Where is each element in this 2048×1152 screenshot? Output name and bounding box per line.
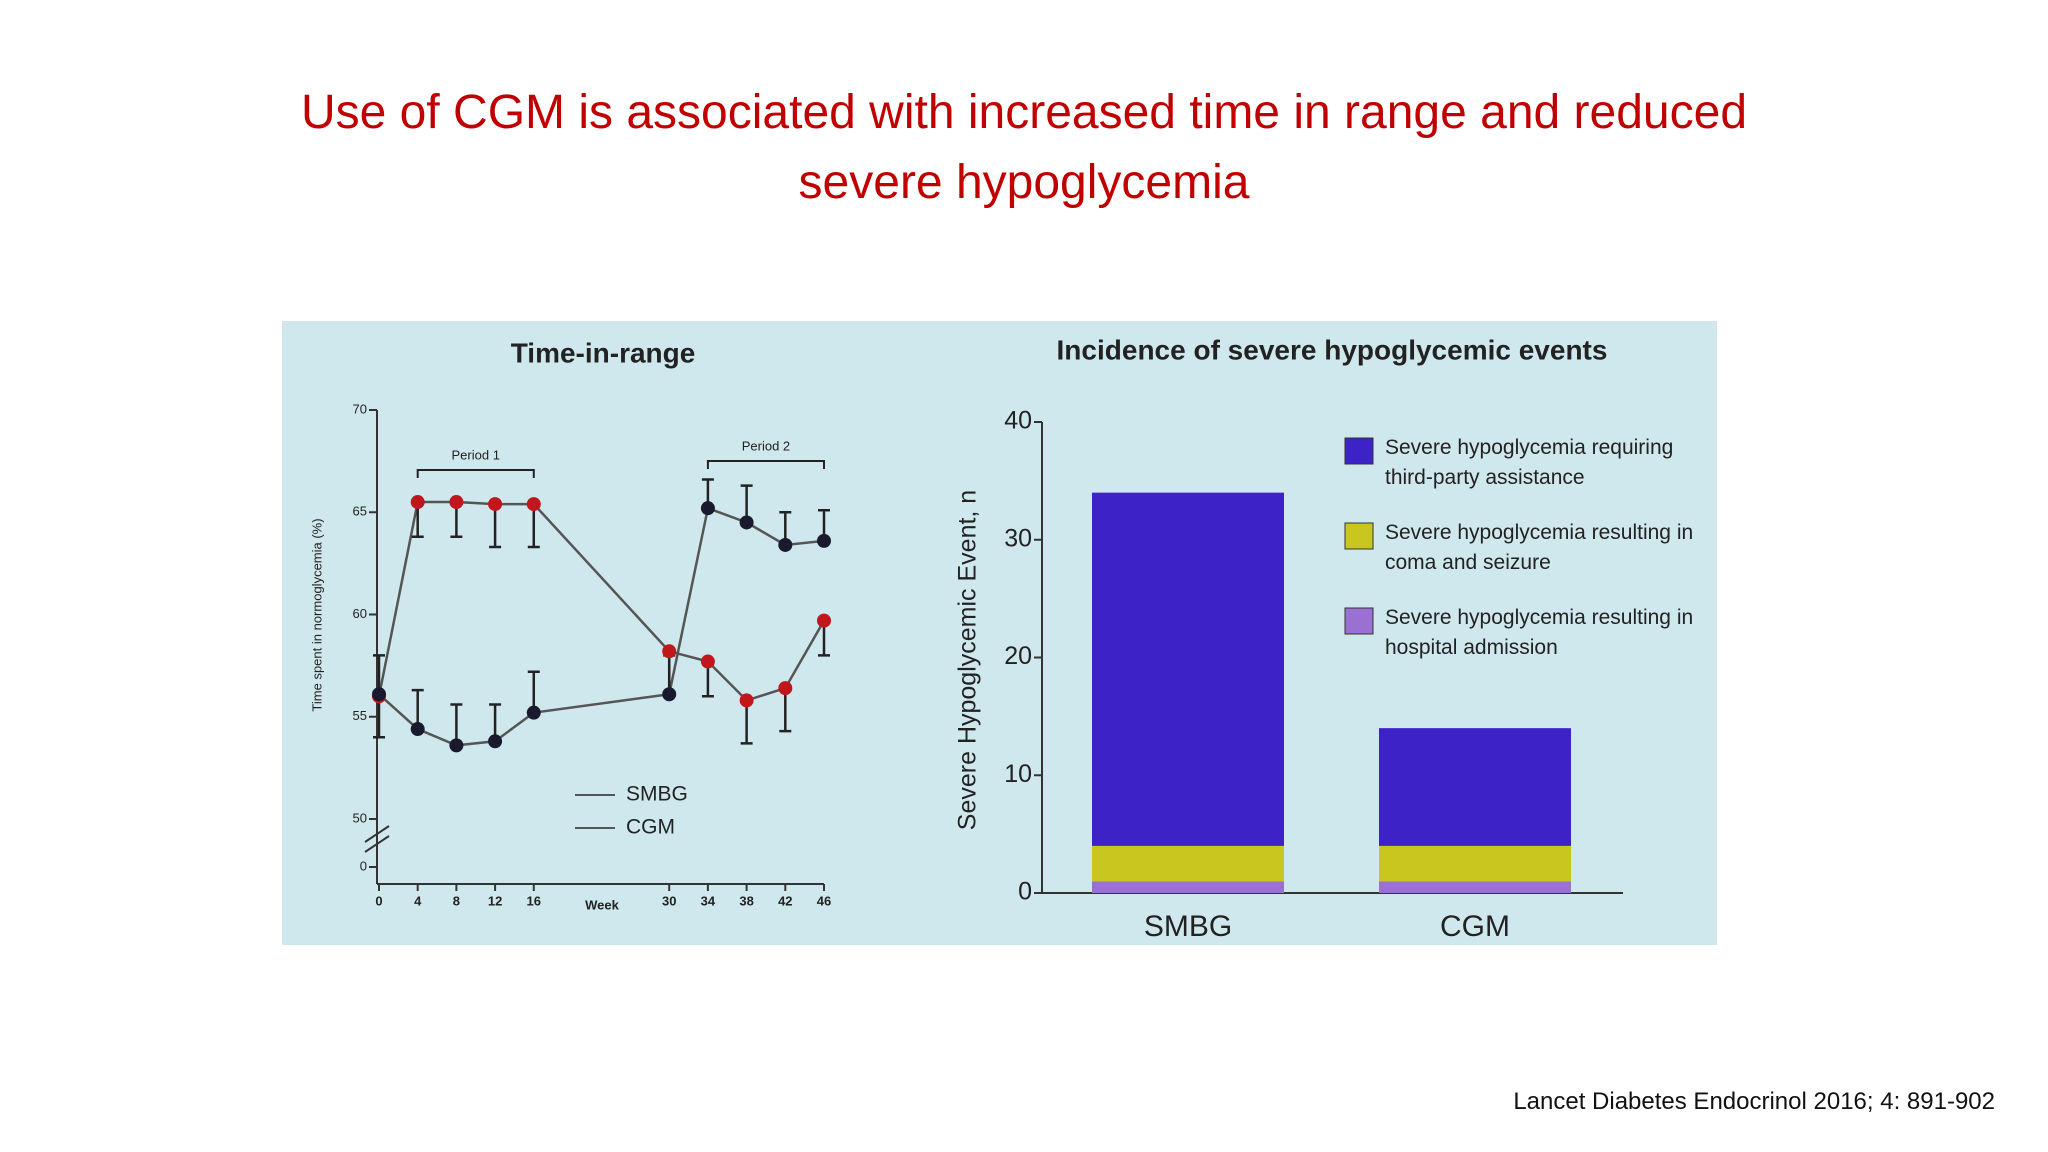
y-tick-label: 10 bbox=[1004, 760, 1032, 788]
period-brace bbox=[416, 469, 535, 478]
bar-segment bbox=[1379, 845, 1571, 882]
data-point bbox=[739, 693, 754, 708]
data-point bbox=[449, 738, 464, 753]
data-point bbox=[739, 515, 754, 530]
data-point bbox=[778, 681, 793, 696]
data-point bbox=[700, 654, 715, 669]
x-tick-label: 8 bbox=[453, 893, 460, 908]
bar-segment bbox=[1092, 881, 1284, 893]
legend-text-box: Severe hypoglycemia requiring third-part… bbox=[1385, 436, 1674, 489]
x-axis-label: Week bbox=[585, 897, 619, 912]
error-bar bbox=[489, 504, 502, 549]
error-bar bbox=[527, 504, 540, 549]
period-label: Period 1 bbox=[452, 447, 500, 462]
x-tick-label: 12 bbox=[488, 893, 502, 908]
data-point bbox=[410, 495, 425, 510]
chart-title: Incidence of severe hypoglycemic events bbox=[1057, 334, 1608, 365]
x-tick-label: CGM bbox=[1440, 910, 1510, 943]
data-point bbox=[700, 501, 715, 516]
citation: Lancet Diabetes Endocrinol 2016; 4: 891-… bbox=[1513, 1088, 1995, 1115]
data-point bbox=[488, 497, 503, 512]
x-tick-label: 30 bbox=[662, 893, 676, 908]
chart-title: Time-in-range bbox=[511, 337, 696, 368]
legend-swatch bbox=[1344, 437, 1374, 465]
y-tick-label: 20 bbox=[1004, 642, 1032, 670]
bar-segment bbox=[1379, 728, 1571, 846]
x-tick-label: 42 bbox=[778, 893, 792, 908]
data-point bbox=[410, 722, 425, 737]
legend-text-box: Severe hypoglycemia resulting in coma an… bbox=[1385, 521, 1694, 574]
y-tick-label: 60 bbox=[353, 606, 367, 621]
y-tick-label: 65 bbox=[353, 504, 367, 519]
slide-title: Use of CGM is associated with increased … bbox=[300, 86, 1748, 209]
bar-segment bbox=[1092, 845, 1284, 882]
axis-break bbox=[364, 835, 390, 853]
data-point bbox=[526, 497, 541, 512]
data-point bbox=[662, 644, 677, 659]
y-axis-label: Severe Hypoglycemic Event, n bbox=[954, 490, 982, 830]
error-bar bbox=[779, 688, 792, 733]
data-point bbox=[817, 533, 831, 548]
period-label: Period 2 bbox=[742, 438, 790, 453]
legend-label: Severe hypoglycemia resulting in hospita… bbox=[1385, 606, 1694, 659]
y-tick-label: 70 bbox=[353, 401, 367, 416]
y-tick-label: 30 bbox=[1004, 524, 1032, 552]
legend-label: CGM bbox=[626, 816, 675, 839]
y-tick-label: 50 bbox=[353, 810, 367, 825]
bar-segment bbox=[1379, 881, 1571, 893]
x-tick-label: 16 bbox=[527, 893, 541, 908]
legend-swatch bbox=[1344, 522, 1374, 550]
legend-swatch bbox=[1344, 607, 1374, 635]
data-point bbox=[372, 687, 386, 702]
data-point bbox=[778, 537, 793, 552]
data-point bbox=[817, 613, 831, 628]
x-tick-label: 34 bbox=[701, 893, 716, 908]
x-tick-label: 0 bbox=[375, 893, 382, 908]
y-tick-label: 0 bbox=[360, 858, 367, 873]
y-tick-label: 55 bbox=[353, 708, 367, 723]
data-point bbox=[526, 705, 541, 720]
series-line bbox=[378, 506, 825, 747]
x-tick-label: 46 bbox=[817, 893, 831, 908]
period-brace bbox=[706, 460, 825, 469]
x-tick-label: 38 bbox=[739, 893, 753, 908]
legend-label: Severe hypoglycemia resulting in coma an… bbox=[1385, 521, 1694, 574]
bar-segment bbox=[1092, 492, 1284, 846]
y-axis-label: Time spent in normoglycemia (%) bbox=[309, 518, 324, 711]
error-bar bbox=[740, 700, 753, 745]
legend-label: Severe hypoglycemia requiring third-part… bbox=[1385, 436, 1674, 489]
data-point bbox=[449, 495, 464, 510]
legend-text-box: Severe hypoglycemia resulting in hospita… bbox=[1385, 606, 1694, 659]
legend-label: SMBG bbox=[626, 783, 688, 806]
axis-break bbox=[364, 825, 390, 843]
y-tick-label: 0 bbox=[1018, 878, 1032, 906]
data-point bbox=[488, 734, 503, 749]
x-tick-label: 4 bbox=[414, 893, 422, 908]
data-point bbox=[662, 687, 677, 702]
x-tick-label: SMBG bbox=[1144, 910, 1232, 943]
series-line bbox=[377, 500, 826, 702]
y-tick-label: 40 bbox=[1004, 407, 1032, 435]
